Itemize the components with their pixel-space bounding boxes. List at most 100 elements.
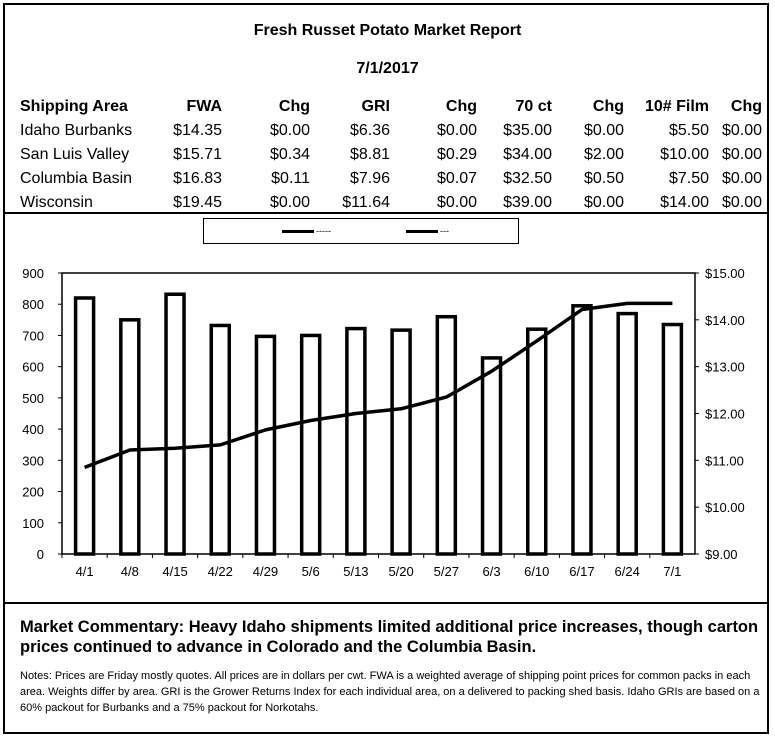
cell-fwa-chg: $0.11 bbox=[271, 170, 310, 187]
chart-panel bbox=[3, 212, 769, 604]
legend-label: --- bbox=[440, 226, 449, 236]
cell-fwa: $16.83 bbox=[173, 170, 222, 187]
header-10lb-film-chg: Chg bbox=[730, 98, 762, 115]
table-header-row: Shipping Area FWA Chg GRI Chg 70 ct Chg … bbox=[20, 95, 762, 119]
report-date: 7/1/2017 bbox=[356, 60, 419, 77]
left-tick-label: 600 bbox=[22, 360, 44, 375]
chart-legend: ----- --- bbox=[203, 218, 519, 244]
right-tick-label: $11.00 bbox=[705, 453, 744, 468]
legend-line-swatch bbox=[406, 229, 438, 233]
bar bbox=[616, 311, 638, 556]
cell-area: Idaho Burbanks bbox=[20, 122, 133, 139]
table-row: Columbia Basin $16.83 $0.11 $7.96 $0.07 … bbox=[20, 167, 762, 191]
right-tick-label: $10.00 bbox=[705, 500, 745, 515]
x-tick-label: 6/17 bbox=[569, 564, 594, 579]
bar bbox=[390, 328, 412, 556]
price-table: Shipping Area FWA Chg GRI Chg 70 ct Chg … bbox=[20, 95, 762, 215]
cell-gri: $11.64 bbox=[342, 194, 390, 211]
cell-film-chg: $0.00 bbox=[721, 122, 762, 139]
bar bbox=[480, 356, 503, 556]
table-row: San Luis Valley $15.71 $0.34 $8.81 $0.29… bbox=[20, 143, 762, 167]
bar bbox=[345, 326, 367, 556]
x-tick-label: 5/20 bbox=[388, 564, 413, 579]
x-tick-label: 6/24 bbox=[615, 564, 640, 579]
cell-film-chg: $0.00 bbox=[721, 170, 762, 187]
cell-70ct-chg: $0.00 bbox=[583, 122, 624, 139]
cell-film: $7.50 bbox=[668, 170, 709, 187]
bar bbox=[209, 323, 231, 556]
cell-film-chg: $0.00 bbox=[721, 194, 762, 211]
left-tick-label: 100 bbox=[22, 516, 44, 531]
cell-fwa: $19.45 bbox=[173, 194, 222, 211]
x-tick-label: 5/27 bbox=[434, 564, 459, 579]
x-tick-label: 4/1 bbox=[76, 564, 94, 579]
table-row: Wisconsin $19.45 $0.00 $11.64 $0.00 $39.… bbox=[20, 191, 762, 215]
x-tick-label: 4/15 bbox=[162, 564, 187, 579]
cell-70ct: $34.00 bbox=[503, 146, 552, 163]
cell-fwa: $15.71 bbox=[173, 146, 222, 163]
left-tick-label: 500 bbox=[22, 391, 44, 406]
cell-70ct: $39.00 bbox=[503, 194, 552, 211]
bar bbox=[119, 318, 141, 556]
left-tick-label: 800 bbox=[22, 297, 44, 312]
cell-film: $14.00 bbox=[660, 194, 709, 211]
x-tick-label: 5/6 bbox=[302, 564, 320, 579]
cell-area: Wisconsin bbox=[20, 194, 93, 211]
cell-fwa: $14.35 bbox=[173, 122, 222, 139]
left-tick-label: 300 bbox=[22, 453, 44, 468]
right-tick-label: $15.00 bbox=[705, 266, 745, 281]
x-tick-label: 7/1 bbox=[663, 564, 681, 579]
bar bbox=[164, 292, 186, 556]
left-tick-label: 200 bbox=[22, 485, 44, 500]
header-fwa: FWA bbox=[186, 98, 222, 115]
plot-area bbox=[61, 272, 696, 555]
x-tick-label: 4/8 bbox=[121, 564, 139, 579]
bar bbox=[73, 296, 96, 556]
cell-film-chg: $0.00 bbox=[721, 146, 762, 163]
cell-area: San Luis Valley bbox=[20, 146, 130, 163]
cell-gri: $6.36 bbox=[349, 122, 390, 139]
x-tick-label: 6/10 bbox=[524, 564, 549, 579]
cell-70ct-chg: $0.00 bbox=[583, 194, 624, 211]
cell-70ct-chg: $2.00 bbox=[583, 146, 624, 163]
header-gri-chg: Chg bbox=[445, 98, 477, 115]
cell-fwa-chg: $0.34 bbox=[269, 146, 310, 163]
cell-gri-chg: $0.00 bbox=[436, 194, 477, 211]
legend-item-1: ----- bbox=[282, 225, 331, 237]
report-title: Fresh Russet Potato Market Report bbox=[253, 22, 522, 39]
combo-chart: 0 100 200 300 400 500 600 700 800 900 $9.00 $10.00 $… bbox=[22, 266, 745, 579]
x-tick-label: 6/3 bbox=[482, 564, 500, 579]
cell-gri: $7.96 bbox=[349, 170, 390, 187]
cell-fwa-chg: $0.00 bbox=[269, 194, 310, 211]
left-tick-label: 900 bbox=[22, 266, 44, 281]
bar bbox=[661, 322, 684, 556]
right-tick-label: $14.00 bbox=[705, 313, 745, 328]
cell-70ct-chg: $0.50 bbox=[583, 170, 624, 187]
header-gri: GRI bbox=[361, 98, 390, 115]
left-tick-label: 0 bbox=[37, 547, 44, 562]
legend-line-swatch bbox=[282, 229, 314, 233]
legend-item-2: --- bbox=[406, 225, 449, 237]
header-shipping-area: Shipping Area bbox=[20, 98, 128, 115]
cell-gri-chg: $0.00 bbox=[436, 122, 477, 139]
cell-70ct: $32.50 bbox=[503, 170, 552, 187]
cell-film: $10.00 bbox=[660, 146, 709, 163]
bar bbox=[526, 327, 548, 556]
left-tick-label: 400 bbox=[22, 422, 44, 437]
header-70ct: 70 ct bbox=[515, 98, 552, 115]
bar bbox=[299, 333, 322, 556]
bar bbox=[435, 314, 458, 556]
cell-area: Columbia Basin bbox=[20, 170, 133, 187]
left-tick-label: 700 bbox=[22, 328, 44, 343]
right-tick-label: $9.00 bbox=[705, 547, 738, 562]
right-tick-label: $13.00 bbox=[705, 360, 745, 375]
x-tick-label: 4/29 bbox=[253, 564, 278, 579]
right-tick-label: $12.00 bbox=[705, 407, 745, 422]
bar bbox=[254, 334, 277, 556]
table-row: Idaho Burbanks $14.35 $0.00 $6.36 $0.00 … bbox=[20, 119, 762, 143]
header-10lb-film: 10# Film bbox=[644, 98, 709, 115]
cell-gri: $8.81 bbox=[349, 146, 390, 163]
cell-fwa-chg: $0.00 bbox=[269, 122, 310, 139]
x-tick-label: 5/13 bbox=[343, 564, 368, 579]
cell-gri-chg: $0.07 bbox=[436, 170, 477, 187]
